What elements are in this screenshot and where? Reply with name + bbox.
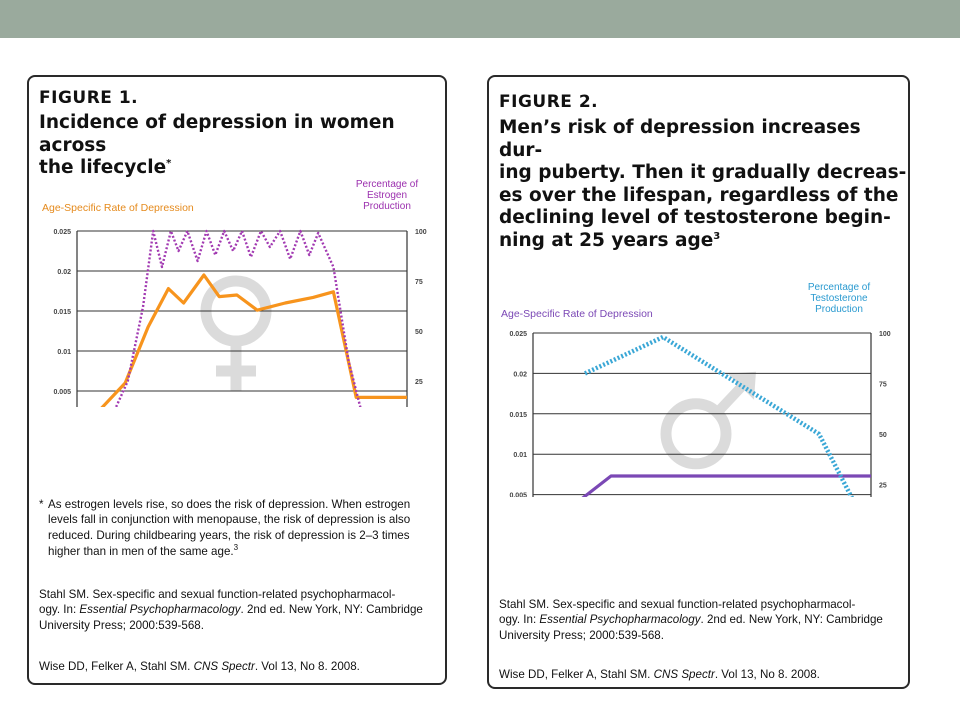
figure-1-title-line: the lifecycle* xyxy=(39,157,172,179)
y2-tick-label: 100 xyxy=(415,229,427,236)
y2-axis-label: Production xyxy=(815,304,863,315)
y-tick-label: 0.02 xyxy=(57,269,71,276)
y2-tick-label: 75 xyxy=(879,382,887,389)
figure-2-title: Men’s risk of depression increases dur- … xyxy=(499,117,908,252)
figure-2-title-line: es over the lifespan, regardless of the xyxy=(499,184,899,206)
y-axis-label: Age-Specific Rate of Depression xyxy=(501,308,653,320)
figure-2-chart: 00.0050.010.0150.020.02502550751000-45-9… xyxy=(501,282,891,497)
hormone-series-line xyxy=(114,229,362,407)
y2-tick-label: 75 xyxy=(415,279,423,286)
female-symbol-icon xyxy=(200,275,272,391)
depression-rate-series-line xyxy=(581,474,871,497)
figure-1-title-line: Incidence of depression in women across xyxy=(39,112,395,156)
male-symbol-shaft xyxy=(714,376,752,416)
top-banner xyxy=(0,0,960,38)
figure-2-title-line: declining level of testosterone begin- xyxy=(499,207,891,229)
y2-axis-label: Percentage of xyxy=(808,282,870,293)
y-tick-label: 0.025 xyxy=(509,331,527,338)
y-tick-label: 0.01 xyxy=(57,349,71,356)
male-symbol-ring xyxy=(660,398,732,470)
y-tick-label: 0.02 xyxy=(513,371,527,378)
figure-2-reference: Stahl SM. Sex-specific and sexual functi… xyxy=(499,598,883,642)
figure-1-panel: FIGURE 1. Incidence of depression in wom… xyxy=(27,75,447,685)
male-symbol-icon xyxy=(660,371,756,470)
y2-axis-label: Production xyxy=(363,201,411,212)
y2-tick-label: 25 xyxy=(415,379,423,386)
y2-axis-label: Percentage of xyxy=(356,179,418,190)
figure-1-title: Incidence of depression in women across … xyxy=(39,112,445,180)
y2-tick-label: 50 xyxy=(415,329,423,336)
y2-tick-label: 50 xyxy=(879,432,887,439)
figure-1-chart: 00.0050.010.0150.020.02502550751000-45-9… xyxy=(42,179,427,407)
y2-axis-label: Estrogen xyxy=(367,190,407,201)
figure-2-title-line: ning at 25 years age3 xyxy=(499,229,721,251)
figure-2-panel: FIGURE 2. Men’s risk of depression incre… xyxy=(487,75,910,689)
figure-1-citation: Wise DD, Felker A, Stahl SM. CNS Spectr.… xyxy=(39,660,360,673)
y-axis-label: Age-Specific Rate of Depression xyxy=(42,202,194,214)
y-tick-label: 0.015 xyxy=(53,309,71,316)
y-tick-label: 0.015 xyxy=(509,412,527,419)
figure-1-label: FIGURE 1. xyxy=(39,88,139,108)
y2-tick-label: 25 xyxy=(879,483,887,490)
figure-1-footnote: * As estrogen levels rise, so does the r… xyxy=(39,498,411,558)
y2-tick-label: 100 xyxy=(879,331,891,338)
figure-2-citation: Wise DD, Felker A, Stahl SM. CNS Spectr.… xyxy=(499,668,820,681)
figure-2-title-line: Men’s risk of depression increases dur- xyxy=(499,117,861,161)
figure-1-reference: Stahl SM. Sex-specific and sexual functi… xyxy=(39,588,423,632)
hormone-series-line xyxy=(584,334,854,497)
y-tick-label: 0.01 xyxy=(513,452,527,459)
y-tick-label: 0.005 xyxy=(53,389,71,396)
figure-2-title-line: ing puberty. Then it gradually decreas- xyxy=(499,162,907,184)
figure-2-label: FIGURE 2. xyxy=(499,92,599,112)
y-tick-label: 0.025 xyxy=(53,229,71,236)
y2-axis-label: Testosterone xyxy=(810,293,868,304)
y-tick-label: 0.005 xyxy=(509,493,527,497)
